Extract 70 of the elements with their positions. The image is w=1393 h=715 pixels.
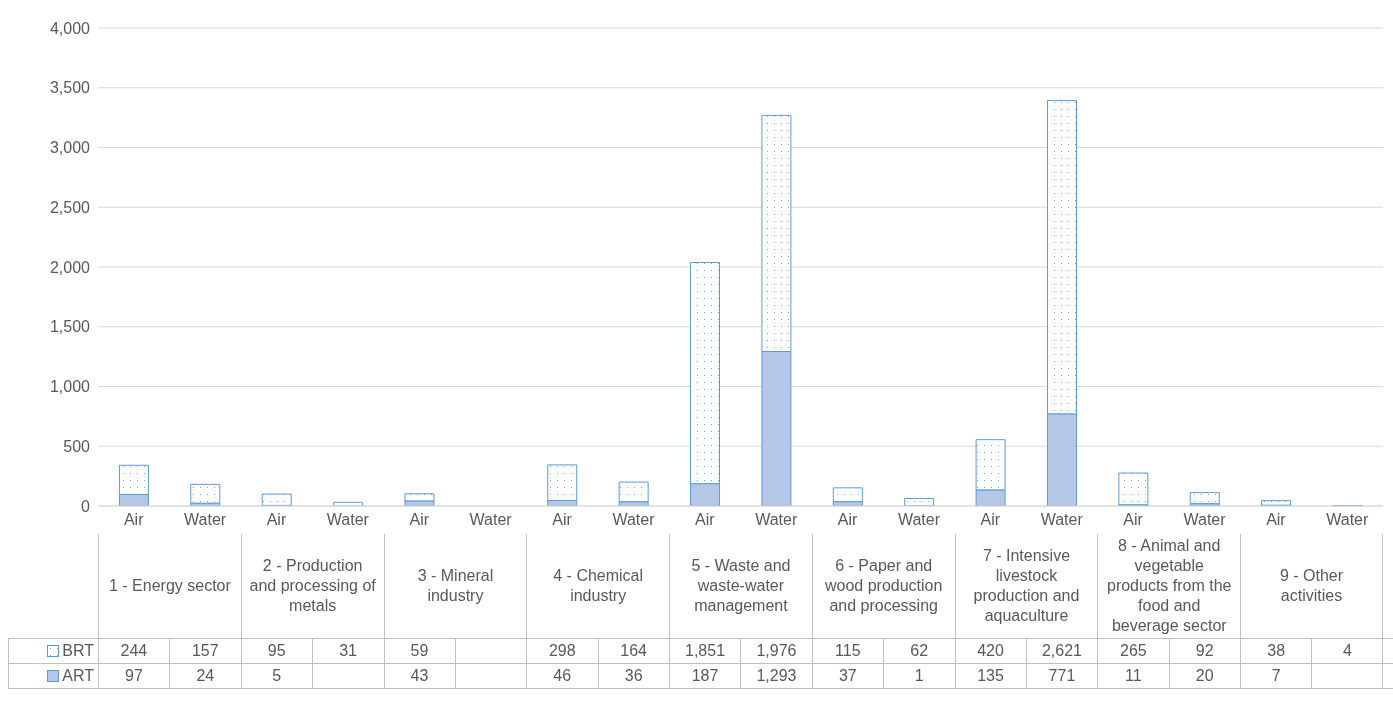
- x-tick-label: Air: [695, 511, 716, 529]
- data-label: 37: [838, 667, 857, 684]
- text: 9 - Other activities: [1278, 566, 1345, 606]
- data-label: 97: [125, 667, 143, 684]
- data-label: 11: [1125, 667, 1142, 684]
- data-label: 1,976: [756, 642, 797, 659]
- x-tick-label: Water: [897, 511, 941, 529]
- x-tick-label: Air: [266, 511, 287, 529]
- x-tick-label: Air: [409, 511, 430, 529]
- data-label: 38: [1267, 642, 1286, 659]
- data-label: 1,293: [756, 667, 797, 684]
- data-label: 1: [914, 667, 924, 684]
- data-label: 46: [553, 667, 572, 684]
- data-label: 36: [624, 667, 643, 684]
- y-tick-label: 3,000: [49, 139, 91, 157]
- text: 6 - Paper and wood production and processing: [824, 556, 944, 616]
- data-label: 7: [1271, 667, 1281, 684]
- data-label: 157: [191, 642, 219, 659]
- data-label: 115: [835, 642, 861, 659]
- x-tick-label: Water: [612, 511, 656, 529]
- data-label: 1,851: [685, 642, 726, 659]
- text: 2 - Production and processing of metals: [248, 556, 377, 616]
- x-tick-label: Water: [755, 511, 798, 529]
- data-label: 4: [1343, 642, 1353, 659]
- x-tick-label: Water: [184, 511, 227, 529]
- y-tick-label: 3,500: [49, 79, 91, 97]
- x-tick-label: Air: [1266, 511, 1287, 529]
- x-tick-label: Air: [980, 511, 1001, 529]
- text: 7 - Intensive livestock production and aquaculture: [972, 546, 1081, 626]
- x-tick-label: Water: [1183, 511, 1227, 529]
- data-label: 164: [620, 642, 648, 659]
- data-label: 135: [977, 667, 1005, 684]
- x-tick-label: Water: [1326, 511, 1370, 529]
- y-tick-label: 2,500: [49, 198, 91, 216]
- y-tick-label: 0: [81, 497, 91, 515]
- data-label: 20: [1195, 667, 1214, 684]
- legend-label: BRT: [62, 642, 94, 660]
- data-label: 298: [548, 642, 576, 659]
- data-label: 43: [410, 667, 429, 684]
- data-label: 92: [1195, 642, 1214, 659]
- text: 5 - Waste and waste-water management: [690, 556, 792, 616]
- data-label: 62: [910, 642, 929, 659]
- x-tick-label: Water: [1040, 511, 1084, 529]
- text: 4 - Chemical industry: [552, 566, 645, 606]
- text: 3 - Mineral industry: [416, 566, 495, 606]
- y-tick-label: 1,500: [49, 318, 91, 336]
- x-tick-label: Air: [837, 511, 859, 529]
- legend-label: ART: [62, 667, 94, 685]
- data-label: 31: [339, 642, 358, 659]
- data-label: 771: [1048, 667, 1076, 684]
- data-label: 265: [1120, 642, 1147, 659]
- data-label: 420: [977, 642, 1005, 659]
- x-tick-label: Air: [123, 511, 145, 529]
- data-label: 59: [410, 642, 429, 659]
- y-tick-label: 1,000: [49, 378, 91, 396]
- x-tick-label: Air: [1123, 511, 1144, 529]
- data-label: 2,621: [1041, 642, 1083, 659]
- data-label: 95: [267, 642, 286, 659]
- y-tick-label: 500: [63, 437, 91, 455]
- text: 1 - Energy sector: [108, 576, 231, 596]
- y-tick-label: 4,000: [49, 19, 91, 37]
- x-tick-label: Water: [326, 511, 370, 529]
- data-label: 244: [120, 642, 148, 659]
- data-label: 187: [691, 667, 719, 684]
- x-tick-label: Air: [552, 511, 573, 529]
- x-tick-label: Water: [469, 511, 513, 529]
- text: 8 - Animal and vegetable products from the food and beverage sector: [1106, 536, 1233, 636]
- data-label: 24: [196, 667, 215, 684]
- y-tick-label: 2,000: [49, 258, 91, 276]
- data-label: 5: [272, 667, 282, 684]
